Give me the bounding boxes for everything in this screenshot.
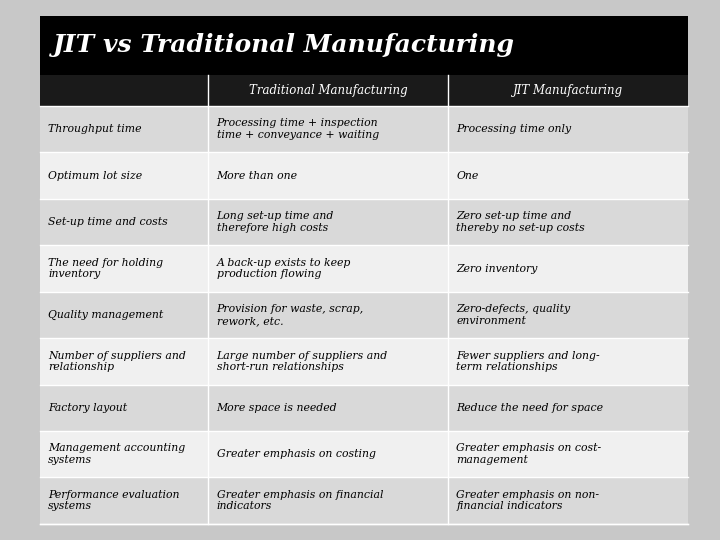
- Text: Zero set-up time and
thereby no set-up costs: Zero set-up time and thereby no set-up c…: [456, 211, 585, 233]
- Text: The need for holding
inventory: The need for holding inventory: [48, 258, 163, 279]
- Bar: [40, 152, 688, 199]
- Text: Management accounting
systems: Management accounting systems: [48, 443, 185, 465]
- Bar: [40, 106, 688, 152]
- Text: Zero-defects, quality
environment: Zero-defects, quality environment: [456, 304, 570, 326]
- Bar: [40, 245, 688, 292]
- Bar: [40, 338, 688, 384]
- Text: Greater emphasis on non-
financial indicators: Greater emphasis on non- financial indic…: [456, 490, 599, 511]
- Bar: [40, 384, 688, 431]
- Text: Throughput time: Throughput time: [48, 124, 142, 134]
- Text: A back-up exists to keep
production flowing: A back-up exists to keep production flow…: [217, 258, 351, 279]
- Text: Processing time + inspection
time + conveyance + waiting: Processing time + inspection time + conv…: [217, 118, 379, 140]
- Text: Traditional Manufacturing: Traditional Manufacturing: [248, 84, 408, 97]
- Text: Greater emphasis on cost-
management: Greater emphasis on cost- management: [456, 443, 601, 465]
- Bar: [40, 199, 688, 245]
- Bar: [40, 16, 688, 75]
- Text: Greater emphasis on costing: Greater emphasis on costing: [217, 449, 376, 459]
- Text: More space is needed: More space is needed: [217, 403, 337, 413]
- Bar: [40, 292, 688, 338]
- Bar: [40, 477, 688, 524]
- Text: One: One: [456, 171, 479, 181]
- Text: More than one: More than one: [217, 171, 297, 181]
- Text: Number of suppliers and
relationship: Number of suppliers and relationship: [48, 350, 186, 372]
- Text: Reduce the need for space: Reduce the need for space: [456, 403, 603, 413]
- Text: Factory layout: Factory layout: [48, 403, 127, 413]
- Text: JIT Manufacturing: JIT Manufacturing: [513, 84, 623, 97]
- Text: JIT vs Traditional Manufacturing: JIT vs Traditional Manufacturing: [53, 33, 515, 57]
- Text: Optimum lot size: Optimum lot size: [48, 171, 142, 181]
- Bar: [40, 75, 688, 106]
- Text: Performance evaluation
systems: Performance evaluation systems: [48, 490, 179, 511]
- Text: Greater emphasis on financial
indicators: Greater emphasis on financial indicators: [217, 490, 383, 511]
- Text: Set-up time and costs: Set-up time and costs: [48, 217, 168, 227]
- Text: Long set-up time and
therefore high costs: Long set-up time and therefore high cost…: [217, 211, 334, 233]
- Text: Provision for waste, scrap,
rework, etc.: Provision for waste, scrap, rework, etc.: [217, 304, 364, 326]
- Text: Quality management: Quality management: [48, 310, 163, 320]
- Text: Zero inventory: Zero inventory: [456, 264, 538, 273]
- Text: Large number of suppliers and
short-run relationships: Large number of suppliers and short-run …: [217, 350, 388, 372]
- Text: Fewer suppliers and long-
term relationships: Fewer suppliers and long- term relations…: [456, 350, 600, 372]
- Text: Processing time only: Processing time only: [456, 124, 572, 134]
- Bar: [40, 431, 688, 477]
